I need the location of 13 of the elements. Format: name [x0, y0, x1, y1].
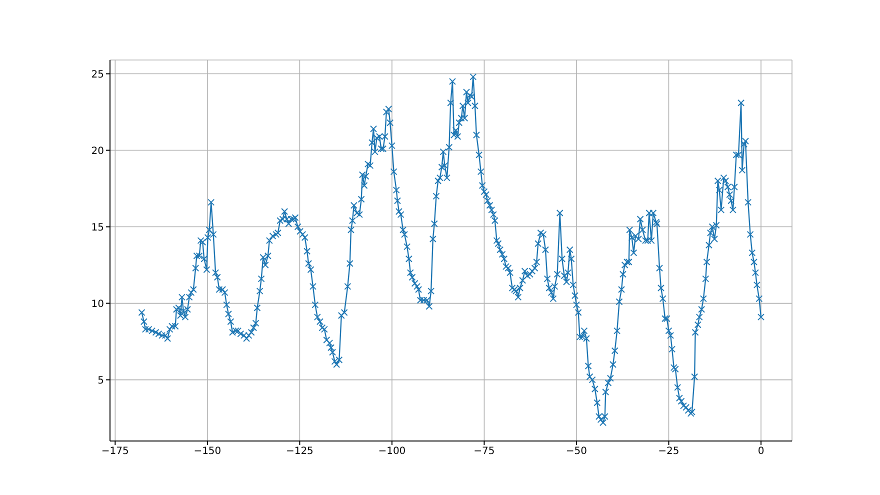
y-tick-label: 10 [91, 298, 104, 310]
x-tick-label: −125 [286, 446, 314, 458]
x-tick-label: −175 [101, 446, 129, 458]
y-tick-label: 15 [91, 222, 104, 234]
x-tick-label: −150 [194, 446, 222, 458]
y-tick-label: 5 [98, 375, 104, 386]
y-tick-label: 25 [91, 69, 104, 80]
x-tick-label: −75 [474, 446, 495, 458]
x-tick-label: −50 [566, 446, 588, 458]
x-tick-label: 0 [758, 446, 764, 458]
y-tick-label: 20 [91, 146, 104, 157]
x-tick-label: −25 [658, 446, 680, 458]
x-tick-label: −100 [378, 446, 406, 458]
